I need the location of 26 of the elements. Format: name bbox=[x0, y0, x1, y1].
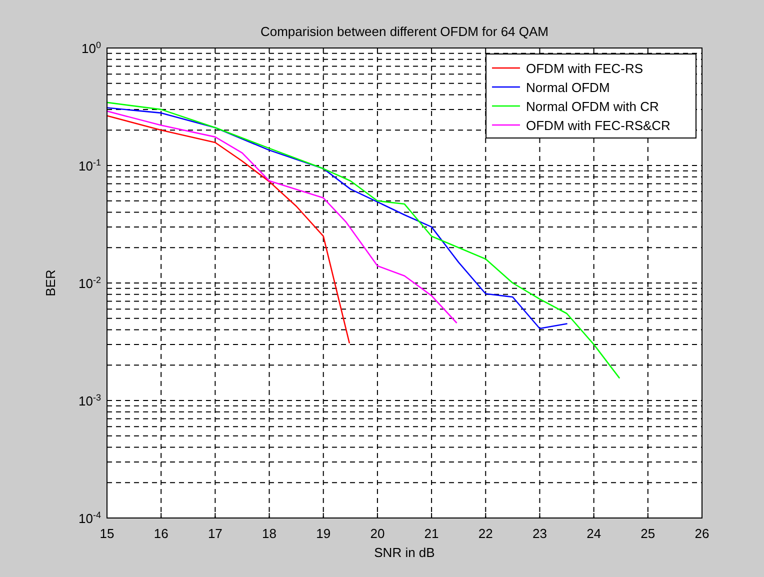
x-tick-label: 23 bbox=[532, 526, 547, 541]
y-tick-label: 10$^{-4}$ bbox=[78, 510, 101, 526]
y-tick-label: 10$^{-2}$ bbox=[78, 275, 101, 291]
y-tick-label: 10$^{-1}$ bbox=[78, 158, 101, 174]
y-axis-title: BER bbox=[43, 270, 58, 296]
legend-label: Normal OFDM with CR bbox=[526, 99, 659, 114]
x-tick-label: 25 bbox=[640, 526, 656, 541]
x-tick-label: 19 bbox=[316, 526, 331, 541]
legend-label: OFDM with FEC-RS bbox=[526, 61, 644, 76]
legend-label: OFDM with FEC-RS&CR bbox=[526, 118, 670, 133]
x-tick-label: 18 bbox=[262, 526, 277, 541]
x-tick-label: 22 bbox=[478, 526, 493, 541]
x-axis-title: SNR in dB bbox=[374, 545, 435, 560]
x-tick-label: 17 bbox=[208, 526, 222, 541]
line-series bbox=[106, 115, 350, 344]
chart-title: Comparision between different OFDM for 64 QAM bbox=[260, 24, 549, 39]
x-tick-label: 15 bbox=[100, 526, 114, 541]
x-tick-label: 26 bbox=[694, 526, 710, 541]
x-tick-label: 21 bbox=[424, 526, 439, 541]
legend-label: Normal OFDM bbox=[526, 80, 610, 95]
x-tick-label: 24 bbox=[586, 526, 602, 541]
y-tick-label: 10$^{-3}$ bbox=[78, 392, 101, 408]
line-series bbox=[106, 110, 458, 324]
y-tick-label: 10$^{0}$ bbox=[82, 40, 101, 56]
x-tick-label: 20 bbox=[370, 526, 385, 541]
x-tick-label: 16 bbox=[154, 526, 168, 541]
